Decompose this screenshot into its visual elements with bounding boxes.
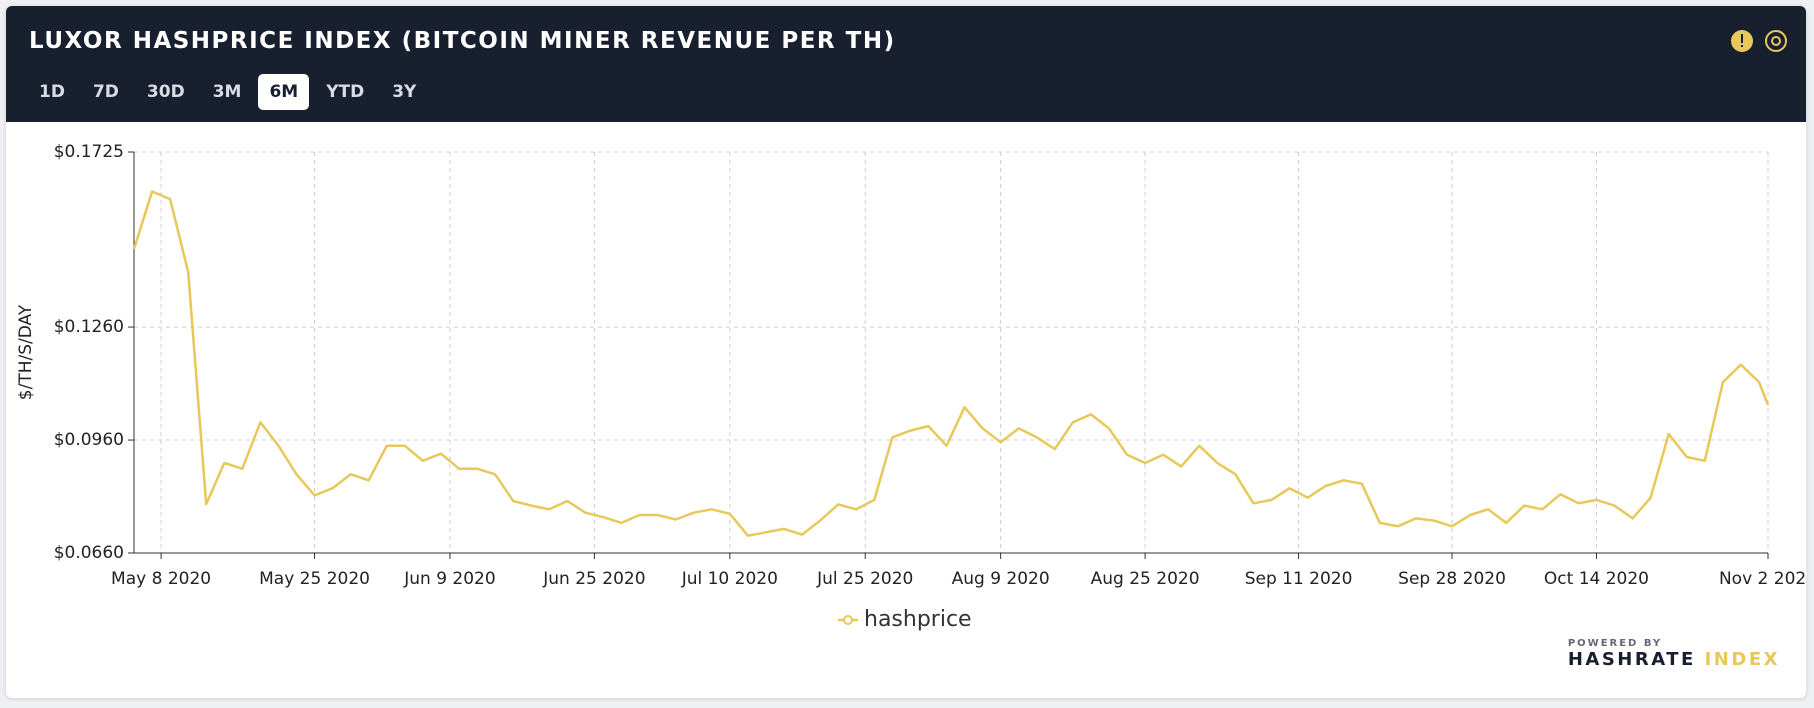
range-button[interactable]: 3M (212, 82, 242, 102)
icons (1731, 30, 1787, 52)
y-tick-label: $0.1260 (54, 317, 124, 337)
alert-glyph (1741, 34, 1743, 43)
x-tick-label: Aug 9 2020 (952, 569, 1050, 589)
title: LUXOR HASHPRICE INDEX (BITCOIN MINER REV… (29, 28, 896, 54)
x-tick-label: Sep 28 2020 (1398, 569, 1506, 589)
alert-glyph (1741, 45, 1743, 47)
x-tick-label: Jun 25 2020 (542, 569, 645, 589)
chart: $0.0660 $0.0960 $0.1260 $0.1725 May 8 2020 Ma… (16, 142, 1806, 632)
x-tick-label: Sep 11 2020 (1245, 569, 1353, 589)
range-button[interactable]: 3Y (392, 82, 417, 102)
camera-glyph (1771, 36, 1781, 46)
x-tick-label: May 25 2020 (259, 569, 370, 589)
x-tick-label: Aug 25 2020 (1091, 569, 1200, 589)
y-tick-label: $0.0960 (54, 430, 124, 450)
card: $0.0660 $0.0960 $0.1260 $0.1725 May 8 2020 Ma… (6, 6, 1806, 698)
x-tick-label: Jul 10 2020 (681, 569, 778, 589)
brand-text: INDEX (1704, 649, 1780, 670)
x-tick-label: May 8 2020 (111, 569, 211, 589)
range-button[interactable]: YTD (326, 82, 365, 102)
range-button[interactable]: 7D (92, 82, 119, 102)
brand-text: HASHRATE (1567, 649, 1696, 670)
y-tick-label: $0.0660 (54, 543, 124, 563)
legend-label: hashprice (864, 607, 972, 632)
range-button[interactable]: 1D (39, 82, 65, 102)
powered-text: POWERED BY (1567, 638, 1663, 649)
x-tick-label: Nov 2 2020 (1719, 569, 1806, 589)
x-tick-label: Jun 9 2020 (403, 569, 495, 589)
y-tick-label: $0.1725 (54, 142, 124, 162)
camera-icon[interactable] (1765, 30, 1787, 52)
line (132, 190, 1770, 537)
legend-marker (843, 615, 853, 625)
brand: HASHRATE INDEX (1568, 649, 1780, 670)
range-button[interactable]: 6M (258, 74, 310, 110)
x-tick-label: Jul 25 2020 (816, 569, 913, 589)
range-button[interactable]: 30D (146, 82, 185, 102)
powered-by: POWERED BY HASHRATE INDEX (1568, 638, 1780, 670)
range-buttons: 1D 7D 30D 3M 6M YTD 3Y (28, 74, 427, 110)
y-axis-label: $/TH/S/DAY (16, 304, 36, 400)
x-tick-label: Oct 14 2020 (1544, 569, 1649, 589)
header: LUXOR HASHPRICE INDEX (BITCOIN MINER REV… (6, 6, 1806, 122)
